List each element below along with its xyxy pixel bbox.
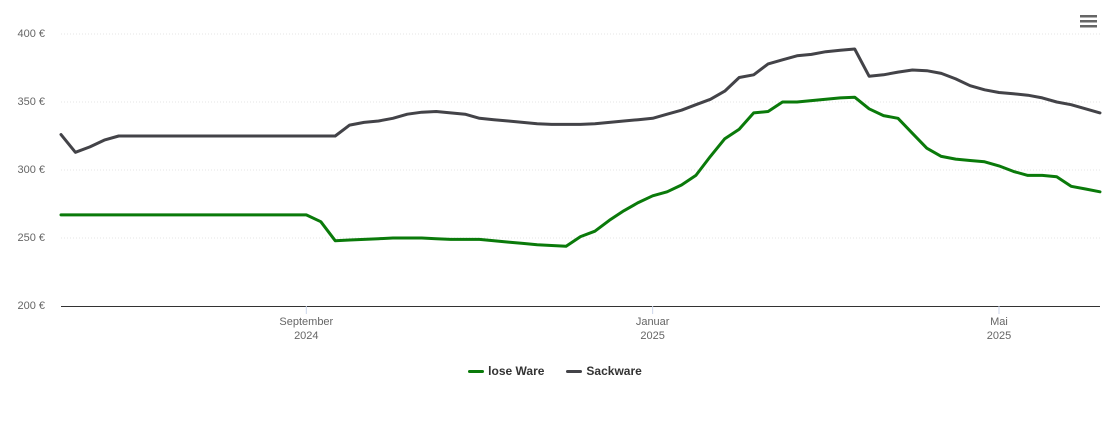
series-line — [59, 47, 1102, 154]
legend-label: lose Ware — [488, 364, 545, 378]
y-tick-label: 250 € — [17, 232, 45, 244]
x-tick-label: Mai 2025 — [986, 316, 1012, 342]
legend-swatch — [566, 370, 583, 374]
x-tick-label: September 2024 — [279, 316, 334, 342]
y-tick-label: 400 € — [17, 28, 45, 40]
menu-icon[interactable] — [1080, 15, 1097, 28]
x-tick-label: Januar 2025 — [635, 316, 670, 342]
legend-swatch — [468, 370, 485, 374]
legend-item[interactable]: lose Ware — [468, 364, 544, 378]
legend-item[interactable]: Sackware — [566, 364, 642, 378]
y-tick-label: 300 € — [17, 164, 45, 176]
legend: lose Ware Sackware — [0, 364, 1110, 378]
series-line — [59, 95, 1102, 248]
y-tick-label: 200 € — [17, 300, 45, 312]
legend-label: Sackware — [586, 364, 642, 378]
y-tick-label: 350 € — [17, 96, 45, 108]
